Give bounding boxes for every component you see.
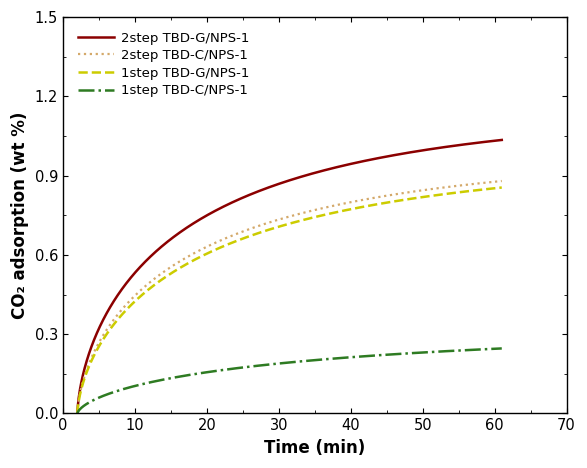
1step TBD-C/NPS-1 xyxy=(405,351,412,356)
1step TBD-C/NPS-1 xyxy=(413,350,420,356)
Line: 1step TBD-G/NPS-1: 1step TBD-G/NPS-1 xyxy=(77,188,502,413)
Line: 2step TBD-G/NPS-1: 2step TBD-G/NPS-1 xyxy=(77,140,502,413)
1step TBD-G/NPS-1 xyxy=(365,203,372,209)
2step TBD-C/NPS-1 xyxy=(245,227,252,232)
1step TBD-C/NPS-1 xyxy=(245,364,252,370)
X-axis label: Time (min): Time (min) xyxy=(264,439,365,457)
2step TBD-G/NPS-1 xyxy=(245,192,252,198)
2step TBD-C/NPS-1 xyxy=(117,308,124,314)
1step TBD-G/NPS-1 xyxy=(245,234,252,239)
2step TBD-G/NPS-1 xyxy=(498,137,505,143)
1step TBD-C/NPS-1 xyxy=(365,353,372,359)
Y-axis label: CO₂ adsorption (wt %): CO₂ adsorption (wt %) xyxy=(11,111,29,319)
1step TBD-C/NPS-1 xyxy=(261,362,268,368)
1step TBD-G/NPS-1 xyxy=(261,228,268,234)
2step TBD-G/NPS-1 xyxy=(117,288,124,293)
2step TBD-C/NPS-1 xyxy=(498,178,505,184)
1step TBD-G/NPS-1 xyxy=(405,197,412,202)
2step TBD-C/NPS-1 xyxy=(405,190,412,195)
Line: 2step TBD-C/NPS-1: 2step TBD-C/NPS-1 xyxy=(77,181,502,413)
2step TBD-G/NPS-1 xyxy=(365,157,372,163)
Legend: 2step TBD-G/NPS-1, 2step TBD-C/NPS-1, 1step TBD-G/NPS-1, 1step TBD-C/NPS-1: 2step TBD-G/NPS-1, 2step TBD-C/NPS-1, 1s… xyxy=(70,24,257,105)
Line: 1step TBD-C/NPS-1: 1step TBD-C/NPS-1 xyxy=(77,349,502,413)
1step TBD-C/NPS-1 xyxy=(498,346,505,351)
2step TBD-C/NPS-1 xyxy=(365,196,372,202)
2step TBD-G/NPS-1 xyxy=(405,150,412,155)
2step TBD-G/NPS-1 xyxy=(74,410,81,416)
1step TBD-G/NPS-1 xyxy=(117,313,124,319)
2step TBD-C/NPS-1 xyxy=(261,221,268,227)
1step TBD-G/NPS-1 xyxy=(413,195,420,201)
2step TBD-C/NPS-1 xyxy=(74,410,81,416)
1step TBD-C/NPS-1 xyxy=(117,387,124,393)
1step TBD-G/NPS-1 xyxy=(74,410,81,416)
1step TBD-G/NPS-1 xyxy=(498,185,505,190)
2step TBD-C/NPS-1 xyxy=(413,189,420,194)
2step TBD-G/NPS-1 xyxy=(261,186,268,192)
1step TBD-C/NPS-1 xyxy=(74,410,81,416)
2step TBD-G/NPS-1 xyxy=(413,149,420,154)
